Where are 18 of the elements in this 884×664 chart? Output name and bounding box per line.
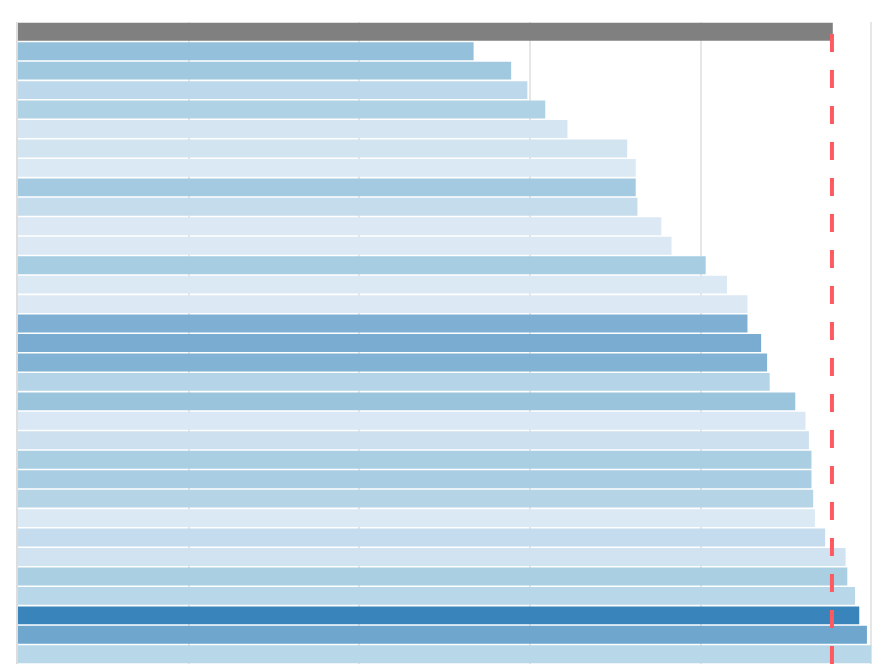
bar: [18, 586, 855, 605]
bar: [18, 431, 809, 450]
bar: [18, 411, 806, 430]
bar: [18, 548, 846, 566]
bar: [18, 178, 636, 197]
bar: [18, 256, 706, 275]
bar: [18, 22, 833, 41]
bar: [18, 625, 867, 644]
bar: [18, 509, 815, 528]
bar: [18, 645, 872, 664]
bar: [18, 606, 860, 625]
bar: [18, 567, 848, 586]
bar: [18, 528, 826, 547]
bar: [18, 392, 796, 411]
bar: [18, 372, 770, 391]
bar: [18, 100, 546, 119]
bar: [18, 81, 528, 100]
bar: [18, 197, 638, 216]
